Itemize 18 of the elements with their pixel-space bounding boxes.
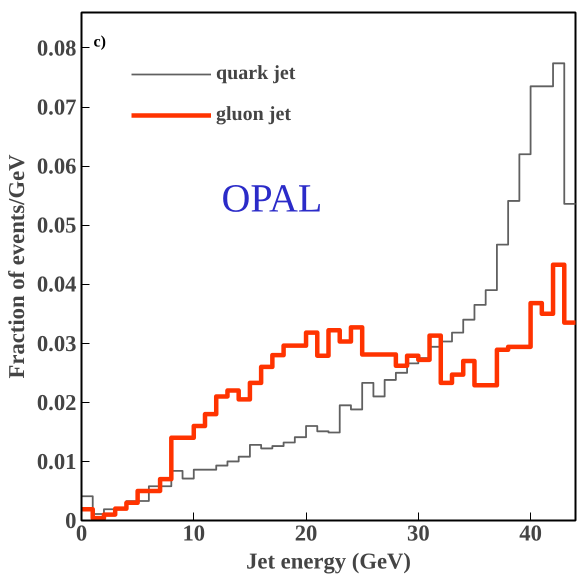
x-axis-title: Jet energy (GeV) bbox=[246, 548, 411, 574]
y-tick-label: 0.03 bbox=[36, 330, 77, 356]
y-tick-label: 0.08 bbox=[36, 35, 77, 60]
x-tick-label: 10 bbox=[182, 520, 206, 546]
y-tick-label: 0.05 bbox=[36, 212, 77, 238]
annotation: OPAL bbox=[222, 176, 322, 220]
legend-label: quark jet bbox=[216, 62, 296, 85]
y-tick-label: 0.06 bbox=[36, 154, 77, 179]
annotation: c) bbox=[94, 34, 106, 50]
x-tick-label: 30 bbox=[406, 520, 430, 546]
y-tick-label: 0.02 bbox=[36, 390, 77, 415]
y-tick-label: 0.01 bbox=[36, 448, 77, 474]
y-axis-title: Fraction of events/GeV bbox=[4, 154, 29, 378]
legend-label: gluon jet bbox=[216, 103, 291, 126]
y-tick-label: 0.07 bbox=[36, 94, 77, 120]
x-tick-label: 40 bbox=[519, 520, 542, 546]
x-tick-label: 20 bbox=[294, 520, 318, 546]
y-tick-label: 0.04 bbox=[36, 272, 77, 297]
